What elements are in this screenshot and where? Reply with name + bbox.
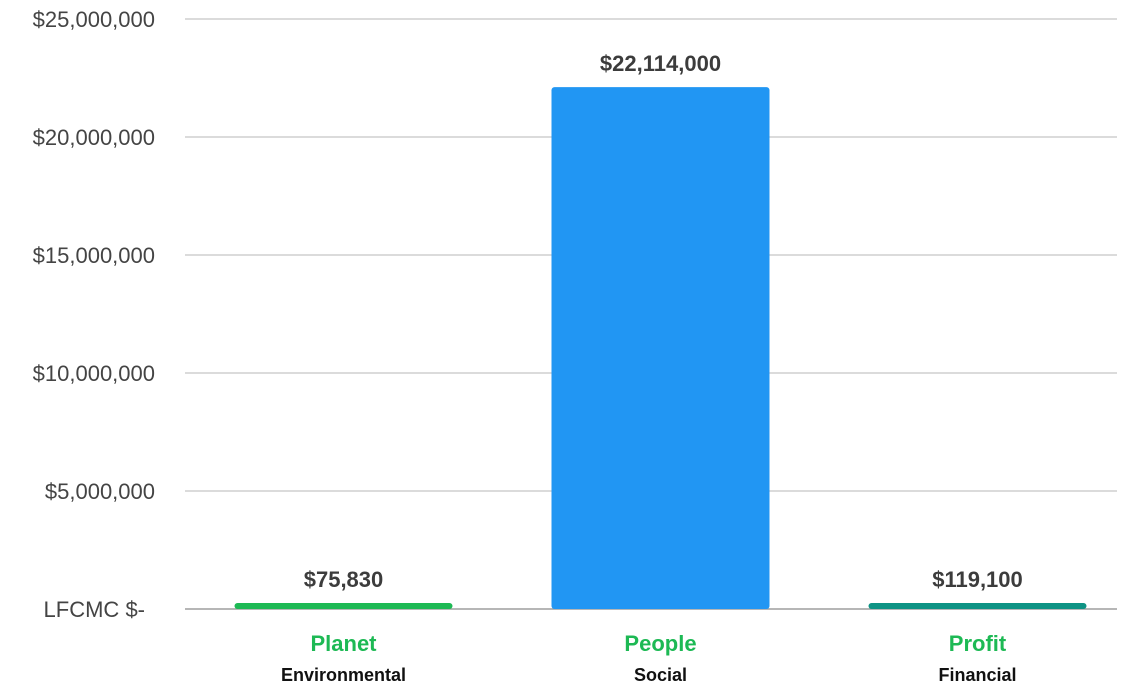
bar-people <box>551 87 770 609</box>
y-tick-label: LFCMC $- <box>44 597 145 622</box>
x-tick-sublabel: Social <box>634 665 687 685</box>
bar-planet <box>234 603 453 609</box>
x-tick-label: People <box>624 631 696 656</box>
x-tick-label: Planet <box>310 631 377 656</box>
data-label: $75,830 <box>304 567 384 592</box>
x-tick-sublabel: Environmental <box>281 665 406 685</box>
y-tick-label: $20,000,000 <box>33 125 155 150</box>
x-tick-sublabel: Financial <box>938 665 1016 685</box>
y-tick-zero-label: $- <box>125 597 145 622</box>
labels: LFCMC $- $5,000,000 $10,000,000 $15,000,000… <box>33 7 1023 685</box>
y-tick-label: $15,000,000 <box>33 243 155 268</box>
bar-profit <box>868 603 1087 609</box>
data-label: $22,114,000 <box>600 51 721 76</box>
y-tick-label: $25,000,000 <box>33 7 155 32</box>
y-axis-prefix-text: LFCMC <box>44 597 126 622</box>
bars <box>234 87 1087 609</box>
data-label: $119,100 <box>932 567 1023 592</box>
x-tick-label: Profit <box>949 631 1007 656</box>
y-tick-label: $5,000,000 <box>45 479 155 504</box>
y-tick-label: $10,000,000 <box>33 361 155 386</box>
